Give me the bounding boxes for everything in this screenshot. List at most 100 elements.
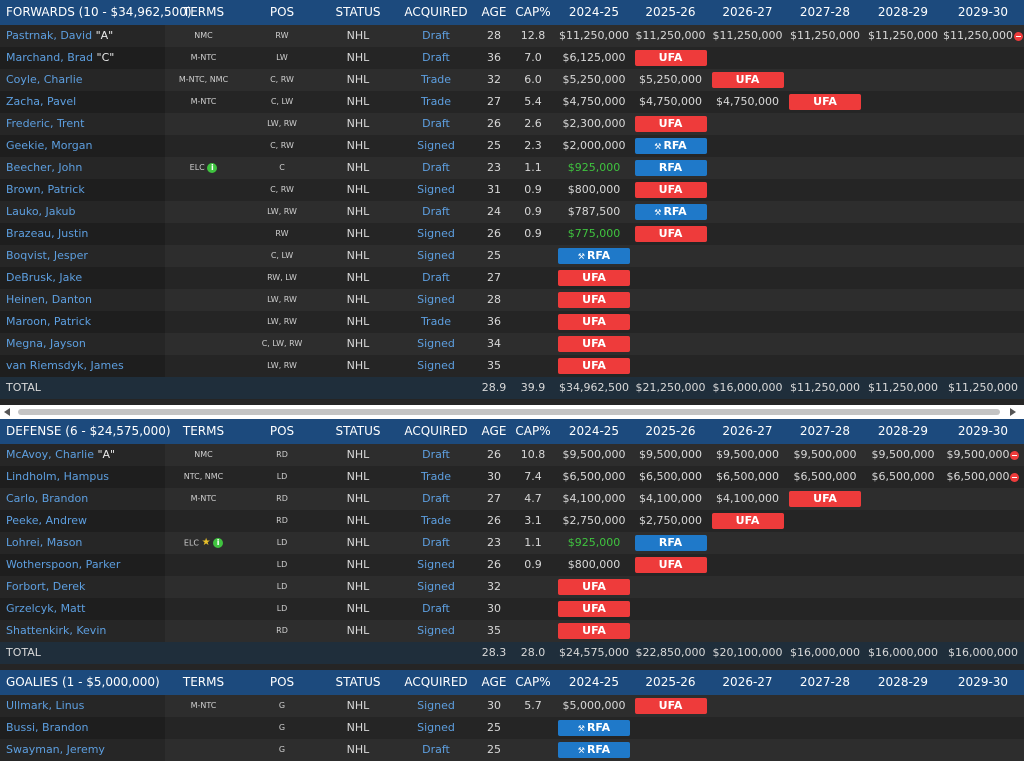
acquired-link[interactable]: Trade <box>420 470 452 483</box>
player-name-link[interactable]: Marchand, Brad <box>6 51 94 64</box>
column-header-age[interactable]: AGE <box>481 424 507 438</box>
acquired-link[interactable]: Signed <box>417 558 455 571</box>
acquired-link[interactable]: Signed <box>417 721 455 734</box>
player-name-link[interactable]: Zacha, Pavel <box>6 95 77 108</box>
column-header-age[interactable]: AGE <box>481 5 507 19</box>
acquired-link[interactable]: Draft <box>422 51 450 64</box>
column-header-cap[interactable]: CAP% <box>515 675 551 689</box>
player-name-link[interactable]: Ullmark, Linus <box>6 699 85 712</box>
column-header-acquired[interactable]: ACQUIRED <box>404 675 468 689</box>
player-name-link[interactable]: Peeke, Andrew <box>6 514 88 527</box>
player-name-link[interactable]: Lohrei, Mason <box>6 536 83 549</box>
column-header-year[interactable]: 2027-28 <box>799 424 851 438</box>
player-name-link[interactable]: DeBrusk, Jake <box>6 271 83 284</box>
acquired-link[interactable]: Signed <box>417 139 455 152</box>
acquired-link[interactable]: Trade <box>420 514 452 527</box>
column-header-pos[interactable]: POS <box>269 5 295 19</box>
column-header-age[interactable]: AGE <box>481 675 507 689</box>
player-name-link[interactable]: Geekie, Morgan <box>6 139 93 152</box>
minus-circle-icon[interactable] <box>1010 472 1020 482</box>
acquired-link[interactable]: Signed <box>417 183 455 196</box>
player-name-link[interactable]: Shattenkirk, Kevin <box>6 624 107 637</box>
column-header-year[interactable]: 2027-28 <box>799 5 851 19</box>
acquired-link[interactable]: Signed <box>417 249 455 262</box>
column-header-year[interactable]: 2026-27 <box>722 675 773 689</box>
player-name-link[interactable]: Maroon, Patrick <box>6 315 92 328</box>
minus-circle-icon[interactable] <box>1010 450 1020 460</box>
player-name-link[interactable]: Wotherspoon, Parker <box>6 558 121 571</box>
column-header-acquired[interactable]: ACQUIRED <box>404 424 468 438</box>
horizontal-scrollbar[interactable] <box>0 405 1024 419</box>
player-name-link[interactable]: Swayman, Jeremy <box>6 743 105 756</box>
player-name-link[interactable]: Brown, Patrick <box>6 183 85 196</box>
player-name-link[interactable]: Megna, Jayson <box>6 337 86 350</box>
acquired-link[interactable]: Signed <box>417 293 455 306</box>
acquired-link[interactable]: Draft <box>422 29 450 42</box>
scroll-left-arrow-icon[interactable] <box>4 408 10 416</box>
column-header-year[interactable]: 2024-25 <box>568 675 620 689</box>
player-name-link[interactable]: Boqvist, Jesper <box>6 249 88 262</box>
column-header-year[interactable]: 2024-25 <box>568 424 620 438</box>
acquired-link[interactable]: Draft <box>422 743 450 756</box>
acquired-link[interactable]: Draft <box>422 602 450 615</box>
info-icon[interactable]: i <box>213 538 224 548</box>
column-header-pos[interactable]: POS <box>269 424 295 438</box>
column-header-year[interactable]: 2028-29 <box>877 5 929 19</box>
column-header-year[interactable]: 2029-30 <box>957 5 1009 19</box>
acquired-link[interactable]: Draft <box>422 117 450 130</box>
scroll-right-arrow-icon[interactable] <box>1010 408 1016 416</box>
acquired-link[interactable]: Signed <box>417 624 455 637</box>
player-name-link[interactable]: Lauko, Jakub <box>6 205 76 218</box>
column-header-year[interactable]: 2029-30 <box>957 424 1009 438</box>
acquired-link[interactable]: Signed <box>417 227 455 240</box>
column-header-terms[interactable]: TERMS <box>182 5 225 19</box>
acquired-link[interactable]: Draft <box>422 271 450 284</box>
acquired-link[interactable]: Draft <box>422 161 450 174</box>
player-name-link[interactable]: Heinen, Danton <box>6 293 92 306</box>
acquired-link[interactable]: Trade <box>420 315 452 328</box>
minus-circle-icon[interactable] <box>1013 31 1023 41</box>
player-name-link[interactable]: Pastrnak, David <box>6 29 93 42</box>
acquired-link[interactable]: Signed <box>417 359 455 372</box>
column-header-year[interactable]: 2028-29 <box>877 675 929 689</box>
column-header-year[interactable]: 2028-29 <box>877 424 929 438</box>
player-name-link[interactable]: Beecher, John <box>6 161 83 174</box>
column-header-year[interactable]: 2027-28 <box>799 675 851 689</box>
column-header-year[interactable]: 2025-26 <box>645 424 696 438</box>
acquired-link[interactable]: Signed <box>417 699 455 712</box>
player-name-link[interactable]: McAvoy, Charlie <box>6 448 94 461</box>
acquired-link[interactable]: Trade <box>420 73 452 86</box>
column-header-year[interactable]: 2025-26 <box>645 5 696 19</box>
player-name-link[interactable]: Forbort, Derek <box>6 580 86 593</box>
column-header-status[interactable]: STATUS <box>335 675 381 689</box>
column-header-year[interactable]: 2024-25 <box>568 5 620 19</box>
acquired-link[interactable]: Signed <box>417 580 455 593</box>
column-header-pos[interactable]: POS <box>269 675 295 689</box>
acquired-link[interactable]: Draft <box>422 448 450 461</box>
player-name-link[interactable]: Lindholm, Hampus <box>6 470 110 483</box>
acquired-link[interactable]: Draft <box>422 492 450 505</box>
player-name-link[interactable]: Frederic, Trent <box>6 117 85 130</box>
acquired-link[interactable]: Signed <box>417 337 455 350</box>
info-icon[interactable]: i <box>207 162 218 173</box>
scrollbar-thumb[interactable] <box>18 409 1000 415</box>
column-header-cap[interactable]: CAP% <box>515 5 551 19</box>
acquired-link[interactable]: Draft <box>422 536 450 549</box>
player-name-link[interactable]: Brazeau, Justin <box>6 227 89 240</box>
column-header-year[interactable]: 2025-26 <box>645 675 696 689</box>
column-header-year[interactable]: 2026-27 <box>722 424 773 438</box>
column-header-cap[interactable]: CAP% <box>515 424 551 438</box>
player-name-link[interactable]: Grzelcyk, Matt <box>6 602 86 615</box>
acquired-link[interactable]: Trade <box>420 95 452 108</box>
player-name-link[interactable]: Coyle, Charlie <box>6 73 83 86</box>
player-name-link[interactable]: van Riemsdyk, James <box>6 359 124 372</box>
column-header-year[interactable]: 2029-30 <box>957 675 1009 689</box>
player-name-link[interactable]: Bussi, Brandon <box>6 721 89 734</box>
player-name-link[interactable]: Carlo, Brandon <box>6 492 89 505</box>
column-header-terms[interactable]: TERMS <box>182 424 225 438</box>
column-header-status[interactable]: STATUS <box>335 424 381 438</box>
column-header-status[interactable]: STATUS <box>335 5 381 19</box>
column-header-terms[interactable]: TERMS <box>182 675 225 689</box>
column-header-year[interactable]: 2026-27 <box>722 5 773 19</box>
column-header-acquired[interactable]: ACQUIRED <box>404 5 468 19</box>
